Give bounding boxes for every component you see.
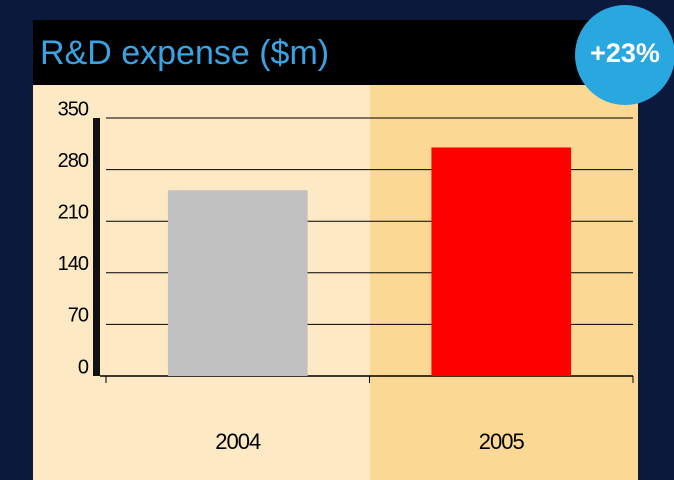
title-bar bbox=[33, 20, 590, 85]
x-tick-label: 2005 bbox=[479, 429, 525, 454]
y-tick-label: 280 bbox=[58, 150, 89, 172]
y-tick-label: 140 bbox=[58, 253, 89, 275]
chart-title: R&D expense ($m) bbox=[40, 34, 329, 72]
y-tick-label: 350 bbox=[58, 98, 89, 120]
x-tick-label: 2004 bbox=[215, 429, 261, 454]
bar bbox=[167, 190, 308, 376]
annotation: +23% bbox=[590, 38, 660, 68]
y-tick-label: 210 bbox=[58, 201, 89, 223]
bar bbox=[431, 147, 572, 376]
plot: 0 70 140 210 280 350 2004 2005 bbox=[58, 98, 634, 454]
badge bbox=[575, 5, 674, 105]
y-tick-label: 70 bbox=[68, 305, 89, 327]
y-axis bbox=[93, 118, 100, 376]
y-tick-label: 0 bbox=[78, 356, 89, 378]
